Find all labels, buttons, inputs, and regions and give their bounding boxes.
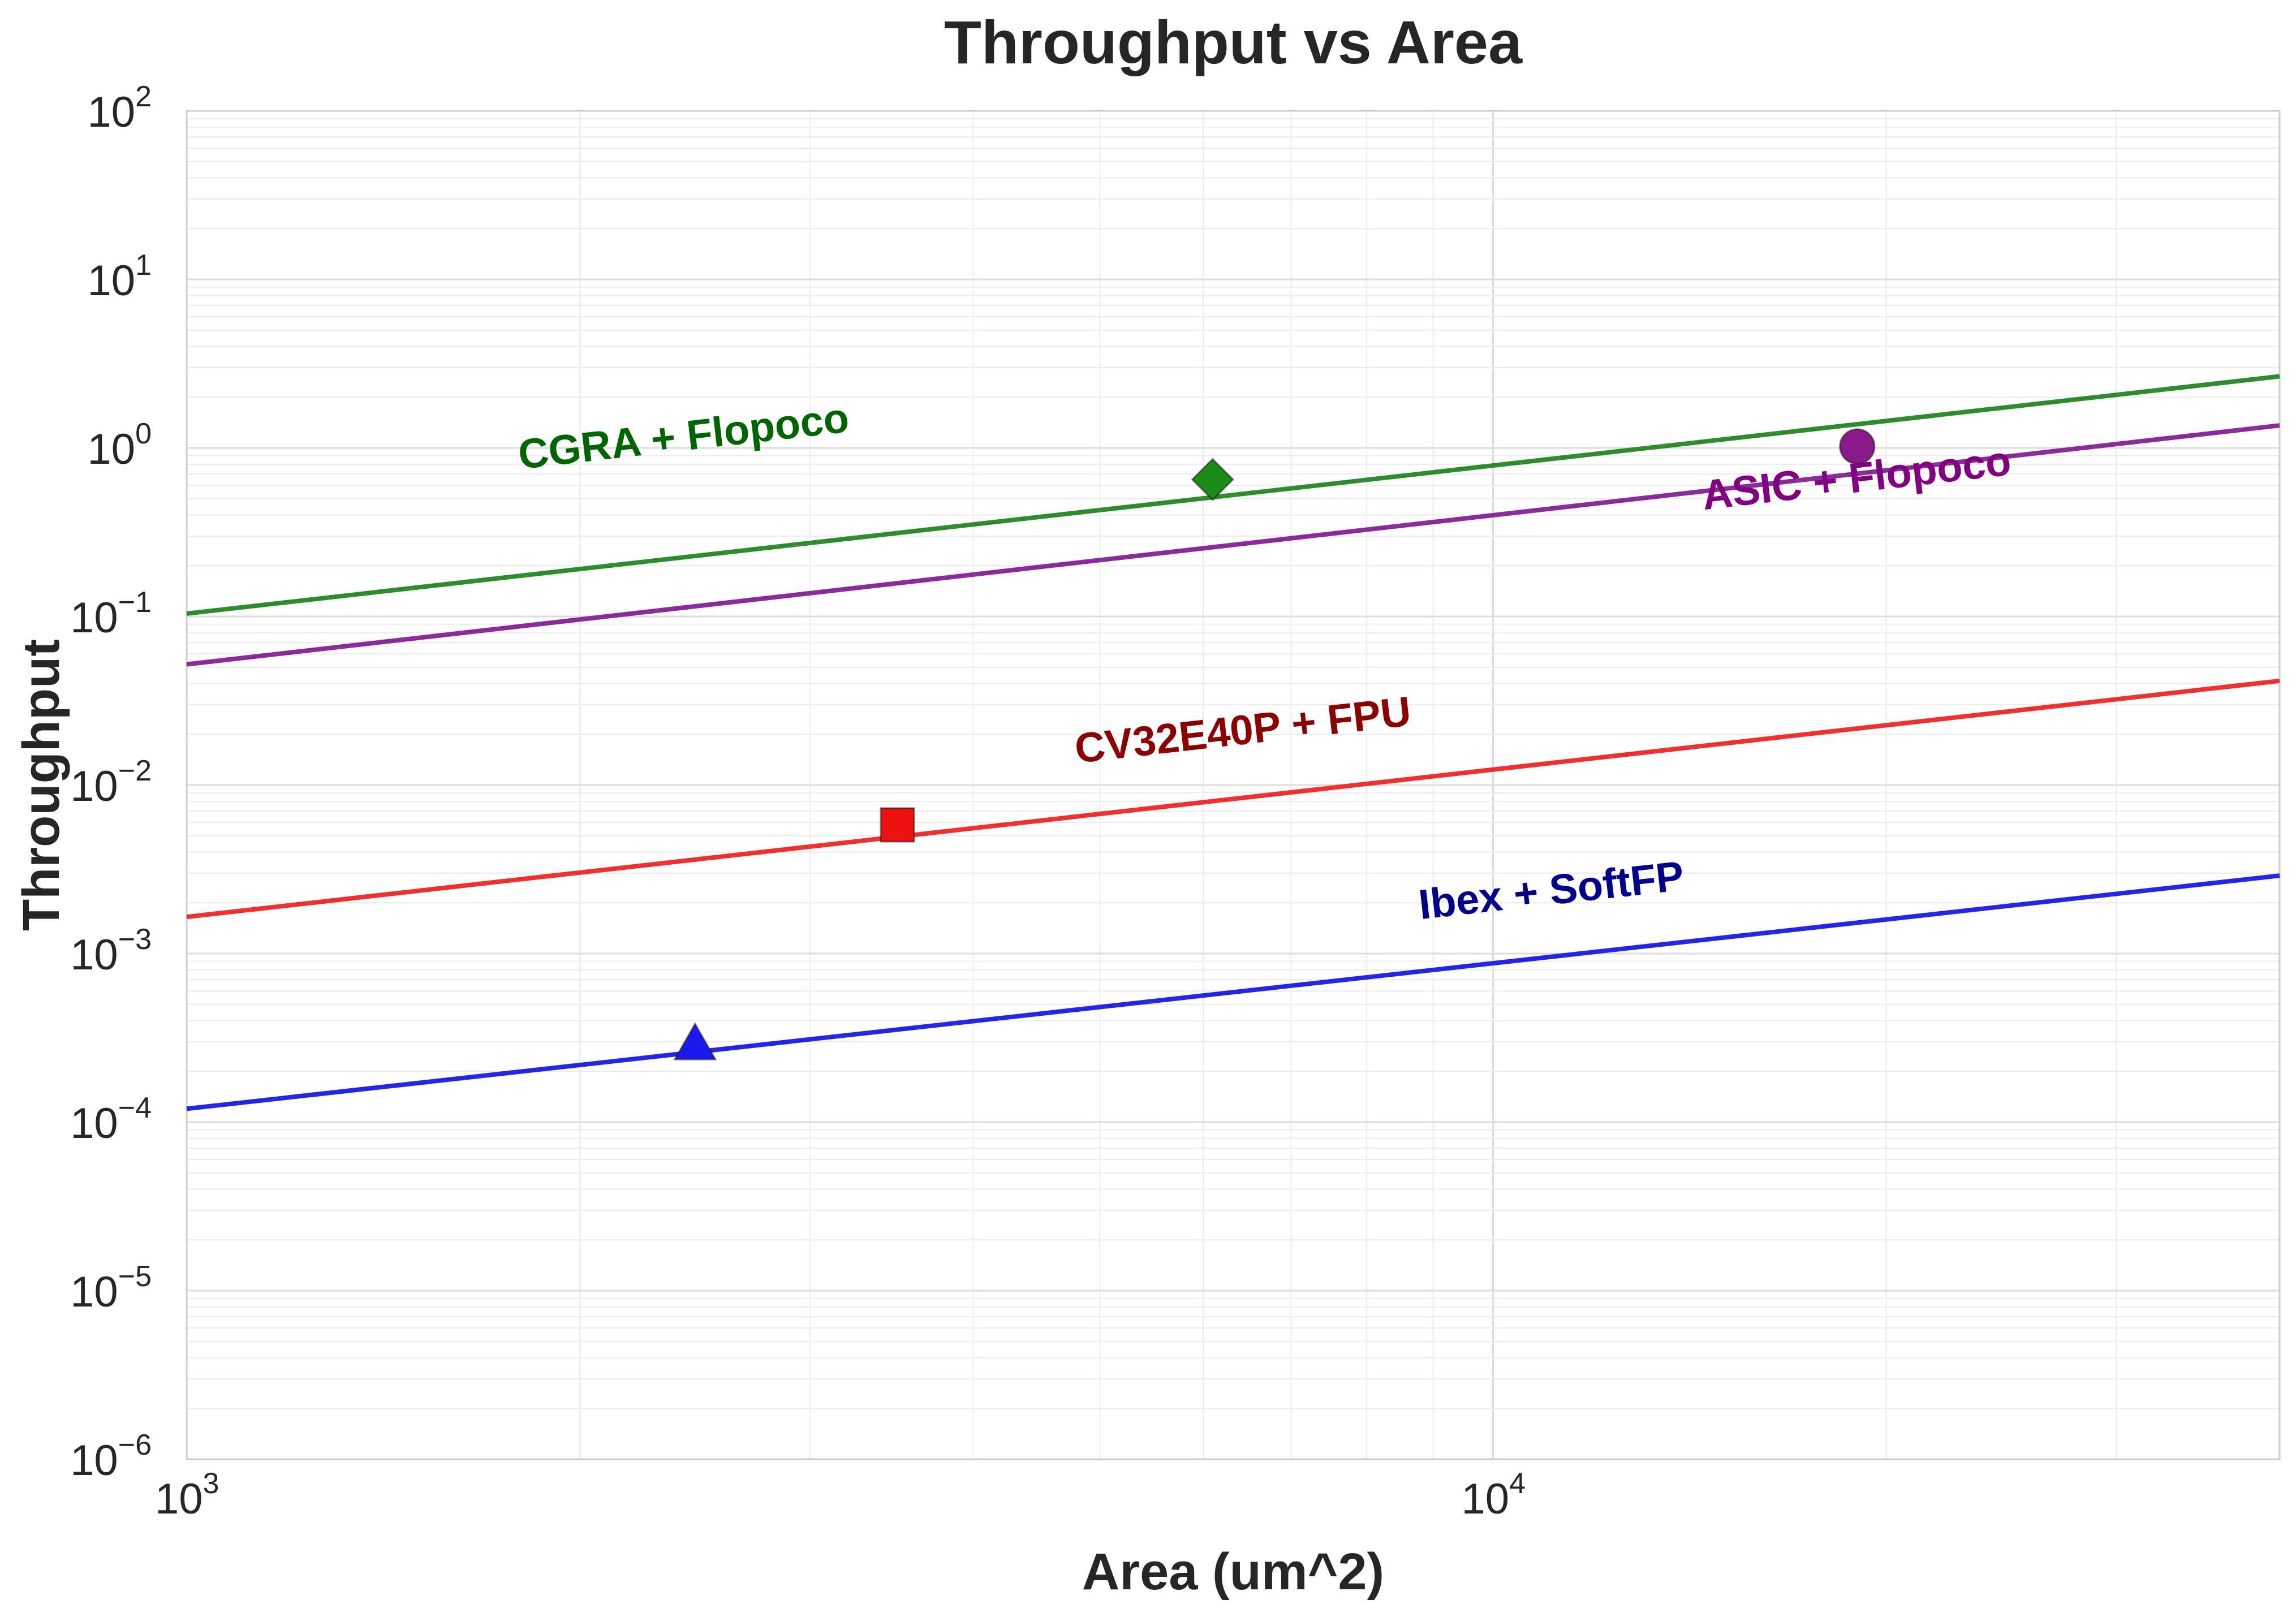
data-point-marker bbox=[1839, 428, 1876, 465]
y-tick-label: 101 bbox=[88, 249, 152, 305]
series-lines bbox=[186, 374, 2280, 1111]
y-tick-label: 10−2 bbox=[70, 754, 152, 810]
series-line bbox=[186, 873, 2280, 1111]
y-tick-label: 10−4 bbox=[70, 1092, 152, 1148]
y-tick-label: 10−3 bbox=[70, 923, 152, 979]
data-point-marker bbox=[673, 1022, 717, 1060]
y-tick-label: 100 bbox=[88, 417, 152, 473]
y-tick-label: 10−6 bbox=[70, 1429, 152, 1485]
y-tick-label: 10−1 bbox=[70, 586, 152, 642]
y-tick-label: 102 bbox=[88, 80, 152, 136]
series-line bbox=[186, 374, 2280, 616]
x-tick-label: 104 bbox=[1462, 1467, 1526, 1523]
y-tick-label: 10−5 bbox=[70, 1260, 152, 1316]
chart-title: Throughput vs Area bbox=[944, 8, 1523, 76]
data-point-marker bbox=[880, 807, 915, 843]
series-line bbox=[186, 423, 2280, 667]
y-axis-label: Throughput bbox=[12, 639, 70, 931]
plot-frame bbox=[186, 110, 2281, 1460]
x-tick-label: 103 bbox=[155, 1467, 219, 1523]
series-markers bbox=[673, 428, 1876, 1060]
series-line bbox=[186, 678, 2280, 920]
x-axis-label: Area (um^2) bbox=[1082, 1543, 1384, 1601]
data-point-marker bbox=[1191, 458, 1234, 501]
